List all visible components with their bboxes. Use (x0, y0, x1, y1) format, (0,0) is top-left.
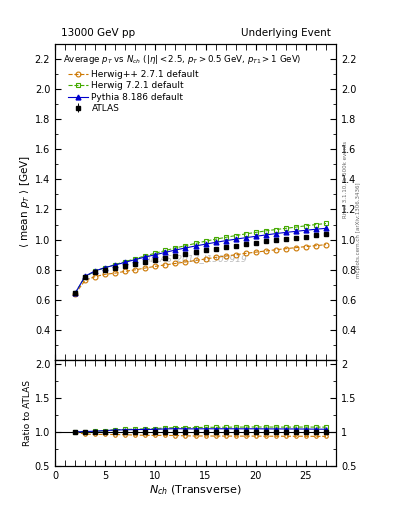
Herwig 7.2.1 default (73, 290, 77, 296)
Legend: Herwig++ 2.7.1 default, Herwig 7.2.1 default, Pythia 8.186 default, ATLAS: Herwig++ 2.7.1 default, Herwig 7.2.1 def… (68, 70, 199, 113)
Pythia 8.186 default (93, 268, 97, 274)
Herwig 7.2.1 default (133, 255, 138, 262)
Herwig 7.2.1 default (83, 273, 88, 280)
Pythia 8.186 default (143, 254, 148, 260)
Pythia 8.186 default (163, 249, 168, 255)
Herwig++ 2.7.1 default (253, 249, 258, 255)
Herwig 7.2.1 default (103, 265, 108, 271)
Pythia 8.186 default (263, 232, 268, 238)
Pythia 8.186 default (173, 247, 178, 253)
Herwig++ 2.7.1 default (193, 258, 198, 264)
Herwig 7.2.1 default (153, 250, 158, 257)
Herwig 7.2.1 default (173, 245, 178, 251)
Text: 13000 GeV pp: 13000 GeV pp (61, 28, 135, 38)
Herwig++ 2.7.1 default (123, 268, 128, 274)
Herwig++ 2.7.1 default (113, 270, 118, 276)
Herwig 7.2.1 default (233, 232, 238, 239)
Herwig 7.2.1 default (163, 247, 168, 253)
Herwig 7.2.1 default (113, 262, 118, 268)
Herwig++ 2.7.1 default (294, 245, 298, 251)
Pythia 8.186 default (113, 262, 118, 268)
Pythia 8.186 default (203, 241, 208, 247)
Herwig 7.2.1 default (274, 226, 278, 232)
Herwig 7.2.1 default (294, 224, 298, 230)
Herwig++ 2.7.1 default (314, 243, 318, 249)
Herwig++ 2.7.1 default (203, 256, 208, 262)
Herwig++ 2.7.1 default (143, 265, 148, 271)
Pythia 8.186 default (274, 230, 278, 237)
Herwig++ 2.7.1 default (133, 267, 138, 273)
Pythia 8.186 default (73, 290, 77, 296)
Herwig++ 2.7.1 default (163, 262, 168, 268)
Herwig++ 2.7.1 default (103, 271, 108, 278)
Herwig++ 2.7.1 default (223, 253, 228, 259)
Pythia 8.186 default (183, 245, 188, 251)
Herwig++ 2.7.1 default (153, 263, 158, 269)
Text: Underlying Event: Underlying Event (241, 28, 331, 38)
Herwig++ 2.7.1 default (233, 251, 238, 258)
Herwig++ 2.7.1 default (283, 246, 288, 252)
Pythia 8.186 default (233, 236, 238, 242)
Pythia 8.186 default (314, 226, 318, 232)
Herwig++ 2.7.1 default (243, 250, 248, 257)
Pythia 8.186 default (243, 234, 248, 241)
Herwig 7.2.1 default (93, 268, 97, 274)
Text: ATLAS_2017_I1509919: ATLAS_2017_I1509919 (144, 254, 247, 264)
Pythia 8.186 default (223, 238, 228, 244)
Pythia 8.186 default (213, 239, 218, 245)
X-axis label: $N_{ch}$ (Transverse): $N_{ch}$ (Transverse) (149, 483, 242, 497)
Herwig 7.2.1 default (323, 221, 328, 227)
Herwig 7.2.1 default (283, 225, 288, 231)
Pythia 8.186 default (323, 225, 328, 231)
Pythia 8.186 default (153, 251, 158, 258)
Pythia 8.186 default (103, 265, 108, 271)
Herwig++ 2.7.1 default (213, 254, 218, 261)
Herwig++ 2.7.1 default (83, 278, 88, 284)
Herwig 7.2.1 default (314, 222, 318, 228)
Herwig 7.2.1 default (143, 253, 148, 259)
Y-axis label: $\langle$ mean $p_T$ $\rangle$ [GeV]: $\langle$ mean $p_T$ $\rangle$ [GeV] (18, 156, 32, 248)
Line: Pythia 8.186 default: Pythia 8.186 default (73, 226, 329, 296)
Herwig 7.2.1 default (243, 231, 248, 237)
Herwig++ 2.7.1 default (274, 247, 278, 253)
Text: mcplots.cern.ch [arXiv:1306.3436]: mcplots.cern.ch [arXiv:1306.3436] (356, 183, 361, 278)
Pythia 8.186 default (133, 257, 138, 263)
Pythia 8.186 default (193, 243, 198, 249)
Y-axis label: Ratio to ATLAS: Ratio to ATLAS (23, 380, 32, 446)
Text: Average $p_T$ vs $N_{ch}$ ($|\eta| < 2.5$, $p_T > 0.5$ GeV, $p_{T1} > 1$ GeV): Average $p_T$ vs $N_{ch}$ ($|\eta| < 2.5… (63, 53, 302, 66)
Herwig++ 2.7.1 default (323, 242, 328, 248)
Herwig 7.2.1 default (203, 238, 208, 244)
Pythia 8.186 default (303, 227, 308, 233)
Herwig 7.2.1 default (183, 243, 188, 249)
Herwig++ 2.7.1 default (303, 244, 308, 250)
Herwig++ 2.7.1 default (173, 261, 178, 267)
Herwig 7.2.1 default (253, 229, 258, 236)
Pythia 8.186 default (253, 233, 258, 240)
Herwig 7.2.1 default (223, 234, 228, 241)
Pythia 8.186 default (83, 273, 88, 279)
Herwig 7.2.1 default (193, 240, 198, 246)
Herwig++ 2.7.1 default (183, 259, 188, 265)
Line: Herwig 7.2.1 default: Herwig 7.2.1 default (73, 221, 329, 296)
Herwig 7.2.1 default (263, 228, 268, 234)
Pythia 8.186 default (283, 229, 288, 236)
Pythia 8.186 default (123, 259, 128, 265)
Herwig++ 2.7.1 default (263, 248, 268, 254)
Herwig 7.2.1 default (213, 236, 218, 242)
Line: Herwig++ 2.7.1 default: Herwig++ 2.7.1 default (73, 242, 329, 296)
Text: Rivet 3.1.10, ≥ 500k events: Rivet 3.1.10, ≥ 500k events (343, 141, 348, 218)
Herwig++ 2.7.1 default (93, 273, 97, 280)
Herwig 7.2.1 default (303, 223, 308, 229)
Herwig++ 2.7.1 default (73, 291, 77, 297)
Pythia 8.186 default (294, 228, 298, 234)
Herwig 7.2.1 default (123, 259, 128, 265)
